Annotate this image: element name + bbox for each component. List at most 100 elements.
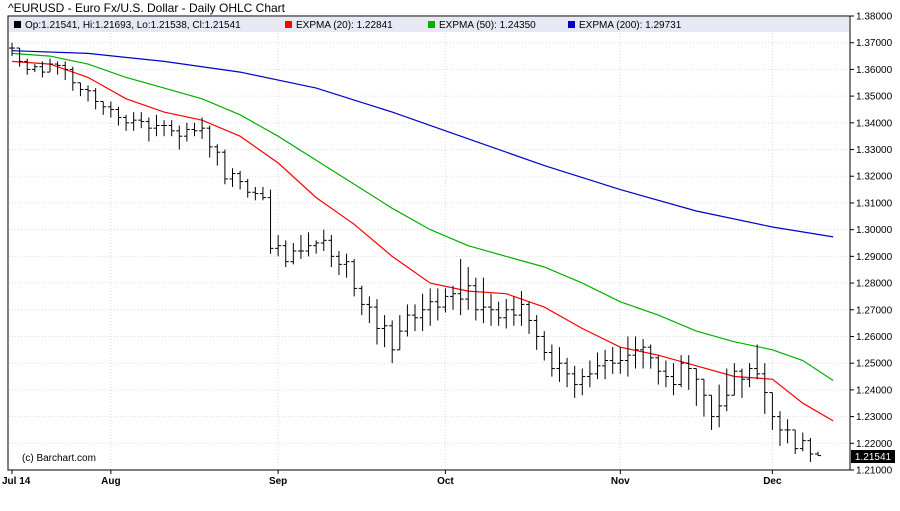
ohlc-bar (594, 352, 601, 380)
ohlc-bar (214, 144, 221, 166)
legend: Op:1.21541, Hi:1.21693, Lo:1.21538, Cl:1… (14, 20, 682, 31)
ohlc-bar (434, 288, 441, 321)
ohlc-bar (556, 347, 563, 382)
ohlc-bar (153, 114, 160, 137)
ohlc-bar (457, 259, 464, 316)
ohlc-bar (381, 315, 388, 348)
y-tick-label: 1.33000 (856, 145, 893, 156)
y-tick-label: 1.38000 (856, 12, 893, 23)
last-value-box (851, 450, 895, 463)
ohlc-bar (328, 234, 335, 268)
ohlc-bar (69, 66, 76, 91)
ohlc-bar (320, 229, 327, 252)
ohlc-bar (716, 384, 723, 428)
ohlc-bar (24, 58, 31, 75)
ohlc-bar (799, 432, 806, 452)
ohlc-bar (670, 363, 677, 396)
ohlc-bar (541, 331, 548, 361)
ohlc-bar (244, 178, 251, 198)
y-tick-label: 1.22000 (856, 439, 893, 450)
ohlc-bar (784, 419, 791, 444)
ohlc-bar (115, 106, 122, 126)
ohlc-bar (396, 315, 403, 351)
series-line (11, 60, 834, 422)
ohlc-bar (602, 349, 609, 380)
series-line (11, 50, 834, 238)
ohlc-bar (640, 339, 647, 369)
ohlc-bar (373, 299, 380, 345)
ohlc-bar (259, 186, 266, 201)
ohlc-bar (776, 411, 783, 446)
y-tick-label: 1.28000 (856, 279, 893, 290)
ohlc-bar (221, 149, 228, 185)
ohlc-bar (267, 189, 274, 254)
legend-swatch (285, 21, 292, 28)
ohlc-bar (465, 267, 472, 310)
ohlc-bar (412, 304, 418, 332)
ohlc-bar (693, 368, 700, 406)
ohlc-bar (450, 285, 457, 310)
ohlc-bar (183, 122, 190, 142)
y-tick-label: 1.25000 (856, 359, 893, 370)
legend-swatch (14, 21, 21, 28)
last-value-label: 1.21541 (855, 452, 892, 463)
ohlc-bar (297, 234, 304, 260)
ohlc-bar (738, 368, 745, 398)
ohlc-bar (815, 451, 821, 457)
ohlc-bar (199, 117, 206, 139)
ohlc-bar (275, 234, 282, 257)
chart-title: ^EURUSD - Euro Fx/U.S. Dollar - Daily OH… (8, 1, 286, 15)
ohlc-bar (206, 125, 213, 158)
ohlc-bar (404, 304, 411, 337)
ohlc-bar (503, 299, 510, 329)
ohlc-bar (807, 437, 814, 462)
credit-label: (c) Barchart.com (22, 453, 96, 464)
ohlc-bar (335, 251, 342, 276)
y-tick-label: 1.23000 (856, 412, 893, 423)
ohlc-bars (9, 42, 821, 462)
ohlc-bar (708, 394, 715, 430)
y-tick-label: 1.34000 (856, 118, 893, 129)
ohlc-bar (533, 315, 540, 350)
y-tick-label: 1.30000 (856, 225, 893, 236)
ohlc-bar (564, 357, 571, 388)
ohlc-bar (47, 58, 54, 73)
ohlc-bar (138, 112, 145, 129)
ohlc-bar (655, 355, 662, 385)
legend-swatch (568, 21, 575, 28)
legend-entry: EXPMA (50): 1.24350 (439, 20, 536, 31)
y-axis: 1.21000 1.22000 1.23000 1.24000 1.25000 1.260… (850, 12, 893, 477)
ohlc-bar (191, 122, 198, 137)
ema-lines (11, 50, 834, 422)
ohlc-bar (518, 291, 525, 326)
x-tick-label: Dec (763, 476, 782, 487)
y-tick-label: 1.35000 (856, 92, 893, 103)
ohlc-bar (746, 363, 753, 388)
ohlc-bar (39, 61, 46, 78)
x-axis: Jul 14 Aug Sep Oct Nov Dec (2, 470, 782, 487)
ohlc-bar (609, 347, 616, 374)
ohlc-bar (427, 288, 434, 326)
ohlc-bar (510, 296, 517, 326)
ohlc-bar (647, 344, 654, 369)
ohlc-bar (16, 47, 23, 67)
ohlc-bar (389, 320, 396, 364)
plot-area (7, 15, 851, 471)
ohlc-bar (54, 61, 61, 75)
ohlc-bar (31, 64, 38, 73)
x-tick-label: Jul 14 (2, 476, 31, 487)
y-tick-label: 1.21000 (856, 466, 893, 477)
legend-entry: EXPMA (20): 1.22841 (296, 20, 393, 31)
ohlc-bar (792, 429, 799, 454)
ohlc-bar (62, 61, 69, 81)
ohlc-bar (754, 344, 761, 380)
ohlc-bar (107, 101, 114, 118)
ohlc-bar (130, 112, 137, 131)
ohlc-bar (548, 344, 555, 377)
ohlc-bar (624, 336, 631, 377)
ohlc-bar (161, 120, 168, 137)
ohlc-bar (472, 277, 479, 321)
y-tick-label: 1.32000 (856, 172, 893, 183)
ohlc-bar (586, 360, 593, 388)
ohlc-bar (495, 301, 502, 326)
